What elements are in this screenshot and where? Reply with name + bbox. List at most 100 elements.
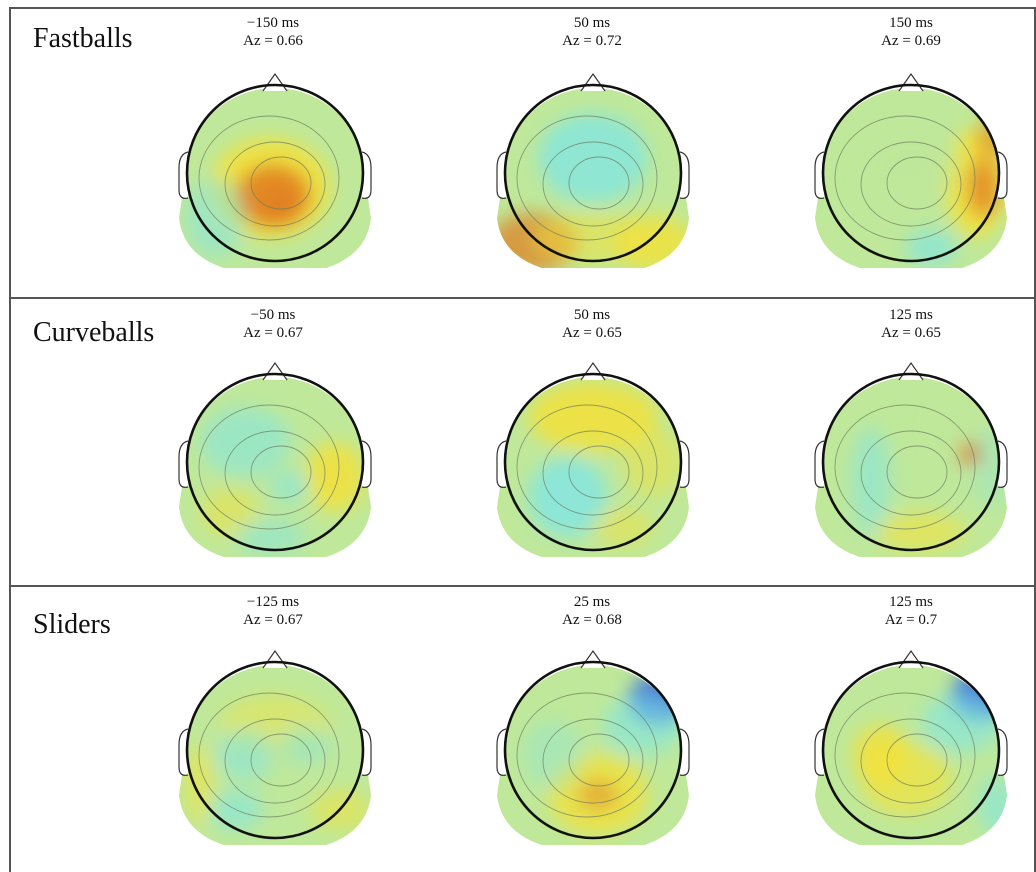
map-caption: 25 ms Az = 0.68 xyxy=(492,593,692,629)
time-label: 50 ms xyxy=(573,307,611,323)
activation-region xyxy=(528,457,608,537)
contour-line xyxy=(568,445,630,499)
activation-region xyxy=(861,128,961,198)
left-ear-outline xyxy=(178,728,189,776)
left-ear-outline xyxy=(178,440,189,488)
right-ear-outline xyxy=(997,728,1008,776)
scalp-map xyxy=(175,68,375,268)
row-label: Curveballs xyxy=(33,317,155,348)
map-caption: −125 ms Az = 0.67 xyxy=(173,593,373,629)
contour-line xyxy=(250,733,312,787)
scalp-map-svg xyxy=(814,361,1008,557)
activation-region xyxy=(876,512,966,552)
map-caption: 125 ms Az = 0.65 xyxy=(811,306,1011,342)
time-label: 150 ms xyxy=(889,15,933,31)
az-label: Az = 0.67 xyxy=(243,325,303,341)
head-outline xyxy=(503,372,683,552)
az-label: Az = 0.72 xyxy=(562,33,622,49)
scalp-map-svg xyxy=(814,649,1008,845)
contour-line xyxy=(516,692,658,818)
head-outline xyxy=(821,83,1001,263)
contour-line xyxy=(860,430,962,516)
nose-outline xyxy=(898,361,924,381)
contour-line xyxy=(516,404,658,530)
activation-region xyxy=(305,442,365,512)
az-label: Az = 0.65 xyxy=(881,325,941,341)
scalp-map xyxy=(175,645,375,845)
contour-line xyxy=(250,156,312,210)
time-label: −50 ms xyxy=(250,307,296,323)
scalp-map-svg xyxy=(496,649,690,845)
activation-region xyxy=(533,213,653,263)
contour-line xyxy=(542,718,644,804)
scalp-map xyxy=(811,357,1011,557)
time-label: 50 ms xyxy=(573,15,611,31)
left-ear-outline xyxy=(178,151,189,199)
map-caption: −50 ms Az = 0.67 xyxy=(173,306,373,342)
time-label: −125 ms xyxy=(246,594,300,610)
activation-region xyxy=(270,472,310,502)
right-ear-outline xyxy=(997,151,1008,199)
contour-line xyxy=(860,718,962,804)
scalp-map xyxy=(493,645,693,845)
contour-line xyxy=(198,404,340,530)
contour-line xyxy=(886,733,948,787)
nose-outline xyxy=(262,361,288,381)
left-ear-outline xyxy=(496,728,507,776)
contour-line xyxy=(542,430,644,516)
contour-line xyxy=(834,115,976,241)
right-ear-outline xyxy=(679,728,690,776)
row-label: Fastballs xyxy=(33,23,133,54)
contour-line xyxy=(568,733,630,787)
contour-line xyxy=(224,141,326,227)
scalp-map-svg xyxy=(814,72,1008,268)
activation-region xyxy=(851,427,891,537)
activation-region xyxy=(921,693,1001,753)
nose-outline xyxy=(898,72,924,92)
row-label: Sliders xyxy=(33,609,111,640)
right-ear-outline xyxy=(361,151,372,199)
right-ear-outline xyxy=(997,440,1008,488)
activation-region xyxy=(593,507,653,547)
activation-region xyxy=(538,113,648,203)
right-ear-outline xyxy=(361,440,372,488)
az-label: Az = 0.68 xyxy=(562,612,622,628)
left-ear-outline xyxy=(496,151,507,199)
scalp-map xyxy=(493,357,693,557)
az-label: Az = 0.67 xyxy=(243,612,303,628)
activation-region xyxy=(528,382,658,452)
scalp-map xyxy=(811,68,1011,268)
contour-line xyxy=(834,404,976,530)
time-label: −150 ms xyxy=(246,15,300,31)
contour-line xyxy=(224,718,326,804)
contour-line xyxy=(542,141,644,227)
head-outline xyxy=(821,372,1001,552)
az-label: Az = 0.65 xyxy=(562,325,622,341)
head-outline xyxy=(503,660,683,840)
nose-outline xyxy=(580,649,606,669)
left-ear-outline xyxy=(814,151,825,199)
activation-region xyxy=(185,745,215,825)
map-caption: 50 ms Az = 0.72 xyxy=(492,14,692,50)
time-label: 125 ms xyxy=(889,594,933,610)
scalp-map xyxy=(175,357,375,557)
left-ear-outline xyxy=(496,440,507,488)
head-outline xyxy=(503,83,683,263)
activation-region xyxy=(207,790,263,830)
activation-region xyxy=(200,407,290,477)
time-label: 125 ms xyxy=(889,307,933,323)
activation-region xyxy=(603,695,683,755)
left-ear-outline xyxy=(814,440,825,488)
activation-region xyxy=(967,158,999,218)
scalp-map-svg xyxy=(178,361,372,557)
head-outline xyxy=(185,83,365,263)
activation-region xyxy=(262,192,298,224)
az-label: Az = 0.7 xyxy=(884,612,938,628)
activation-region xyxy=(523,720,583,790)
map-caption: 125 ms Az = 0.7 xyxy=(811,593,1011,629)
az-label: Az = 0.66 xyxy=(243,33,303,49)
row-panel-curveballs: Curveballs xyxy=(9,297,1036,587)
row-panel-sliders: Sliders xyxy=(9,585,1036,872)
left-ear-outline xyxy=(814,728,825,776)
scalp-map-svg xyxy=(496,72,690,268)
